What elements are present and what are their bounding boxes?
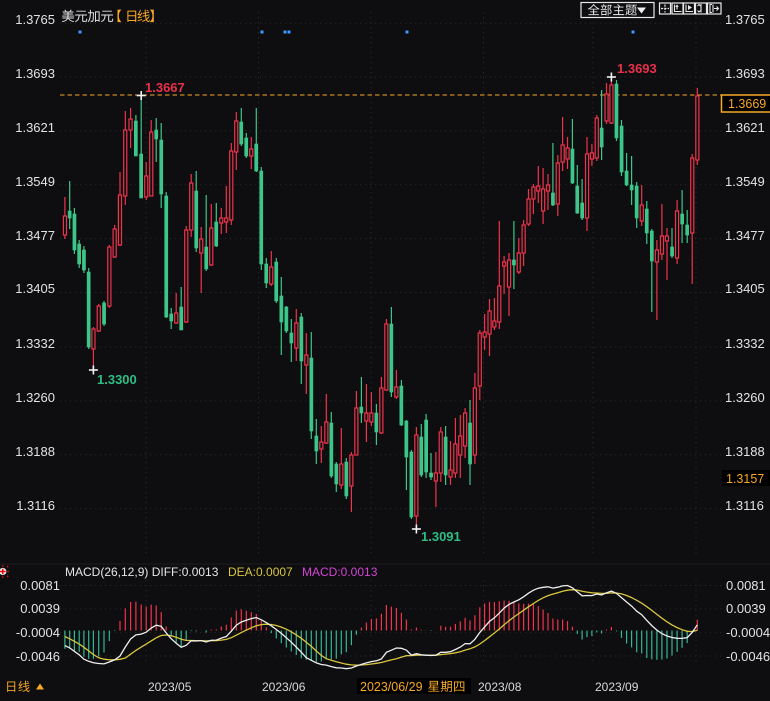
svg-text:1.3260: 1.3260	[725, 390, 765, 405]
svg-text:1.3332: 1.3332	[725, 336, 765, 351]
svg-text:MACD(26,12,9) DIFF:0.0013: MACD(26,12,9) DIFF:0.0013	[65, 565, 219, 579]
svg-text:1.3260: 1.3260	[15, 390, 55, 405]
svg-text:1.3549: 1.3549	[725, 174, 765, 189]
svg-text:1.3477: 1.3477	[725, 228, 765, 243]
svg-text:1.3693: 1.3693	[617, 61, 657, 76]
svg-text:1.3693: 1.3693	[15, 66, 55, 81]
svg-text:1.3669: 1.3669	[728, 97, 766, 111]
svg-text:1.3405: 1.3405	[725, 281, 765, 296]
svg-text:-0.0004: -0.0004	[726, 625, 770, 640]
svg-text:1.3549: 1.3549	[15, 174, 55, 189]
svg-text:0.0081: 0.0081	[20, 578, 60, 593]
svg-text:1.3116: 1.3116	[16, 498, 55, 513]
svg-text:1.3621: 1.3621	[15, 120, 55, 135]
svg-text:1.3765: 1.3765	[725, 12, 765, 27]
svg-text:1.3188: 1.3188	[15, 444, 55, 459]
svg-text:2023/09: 2023/09	[595, 680, 639, 694]
svg-text:-0.0046: -0.0046	[16, 649, 60, 664]
svg-text:2023/08: 2023/08	[478, 680, 522, 694]
svg-text:1.3116: 1.3116	[725, 498, 764, 513]
svg-text:1.3621: 1.3621	[725, 120, 765, 135]
svg-text:0.0039: 0.0039	[20, 601, 60, 616]
svg-text:1.3477: 1.3477	[15, 228, 55, 243]
svg-text:2023/06/29: 2023/06/29	[360, 680, 423, 694]
svg-text:2023/06: 2023/06	[262, 680, 306, 694]
svg-text:-0.0004: -0.0004	[16, 625, 60, 640]
svg-text:0.0081: 0.0081	[726, 578, 766, 593]
svg-text:1.3693: 1.3693	[725, 66, 765, 81]
svg-text:-0.0046: -0.0046	[726, 649, 770, 664]
svg-text:1.3667: 1.3667	[145, 80, 185, 95]
svg-text:1.3405: 1.3405	[15, 281, 55, 296]
svg-text:0.0039: 0.0039	[726, 601, 766, 616]
svg-text:DEA:0.0007: DEA:0.0007	[228, 565, 293, 579]
svg-text:1.3157: 1.3157	[726, 472, 764, 486]
svg-text:1.3300: 1.3300	[97, 372, 137, 387]
svg-text:1.3765: 1.3765	[15, 12, 55, 27]
svg-text:2023/05: 2023/05	[148, 680, 192, 694]
svg-text:1.3332: 1.3332	[15, 336, 55, 351]
svg-text:1.3091: 1.3091	[421, 529, 461, 544]
svg-text:MACD:0.0013: MACD:0.0013	[302, 565, 378, 579]
svg-text:1.3188: 1.3188	[725, 444, 765, 459]
